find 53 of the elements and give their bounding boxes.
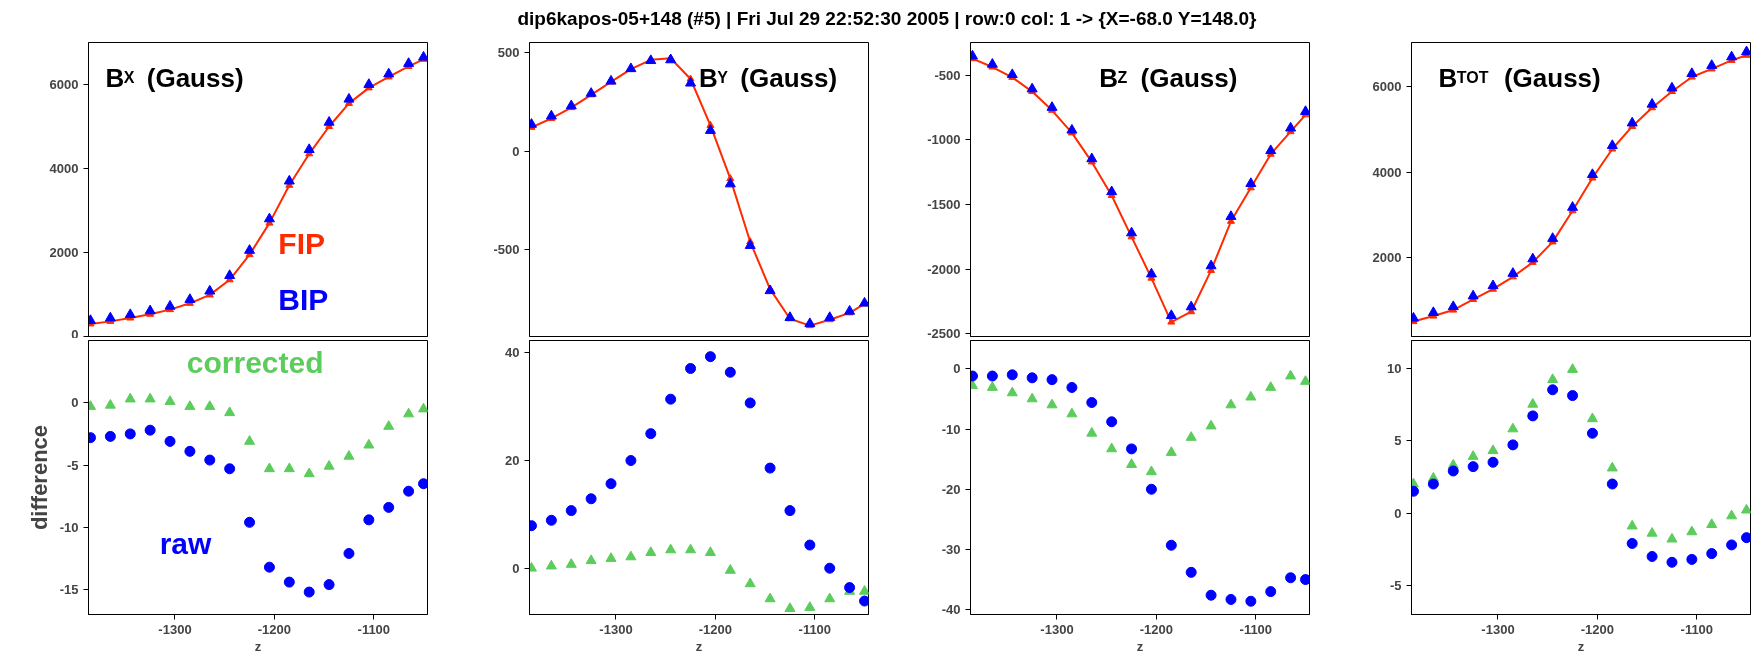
y-tick-label: -20: [941, 481, 961, 497]
y-tick-label: -30: [941, 541, 961, 557]
y-tick-label: 4000: [49, 161, 79, 176]
x-tick-label: -1200: [1139, 621, 1174, 637]
x-tick-label: -1200: [257, 621, 292, 637]
x-tick-label: -1100: [1680, 621, 1714, 637]
chart-title: dip6kapos-05+148 (#5) | Fri Jul 29 22:52:30 2005 | row:0 col: 1 -> {X=-68.0 Y=148.0}: [517, 7, 1257, 31]
series-label: raw: [159, 526, 213, 560]
series-label: FIP: [278, 227, 326, 261]
y-tick-label: 0: [71, 395, 79, 411]
y-tick-label: -1000: [927, 132, 961, 148]
x-tick-label: -1200: [698, 621, 733, 637]
y-tick-label: 0: [512, 143, 520, 159]
y-tick-label: 0: [71, 326, 79, 342]
y-tick-label: 10: [1387, 360, 1402, 376]
y-tick-label: -2000: [927, 261, 961, 277]
y-tick-label: 4000: [1372, 164, 1402, 180]
y-tick-label: -5: [66, 457, 79, 473]
y-tick-label: -500: [934, 67, 961, 83]
x-axis-title: z: [1136, 638, 1144, 654]
y-tick-label: -10: [941, 421, 961, 437]
y-tick-label: 500: [497, 44, 520, 60]
x-tick-label: -1300: [1040, 621, 1074, 637]
y-tick-label: -15: [59, 582, 79, 598]
x-axis-title: z: [1577, 638, 1585, 654]
x-axis-title: z: [254, 638, 262, 654]
y-axis-title: difference: [26, 424, 52, 531]
x-tick-label: -1300: [158, 621, 192, 637]
y-tick-label: 0: [1394, 505, 1402, 521]
y-tick-label: 6000: [1372, 79, 1402, 95]
x-axis-title: z: [695, 638, 703, 654]
series-label: corrected: [186, 345, 324, 379]
x-tick-label: -1100: [798, 621, 832, 637]
y-tick-label: -5: [1389, 578, 1402, 594]
y-tick-label: -2500: [927, 326, 961, 342]
y-tick-label: 6000: [49, 77, 79, 92]
x-tick-label: -1300: [599, 621, 633, 637]
x-tick-label: -1300: [1481, 621, 1515, 637]
y-tick-label: 2000: [49, 245, 79, 260]
y-tick-label: 0: [953, 361, 961, 377]
y-tick-label: 2000: [1372, 249, 1402, 265]
y-tick-label: 20: [505, 453, 520, 469]
x-tick-label: -1100: [357, 621, 391, 637]
x-tick-label: -1100: [1239, 621, 1273, 637]
series-label: BIP: [278, 282, 329, 316]
y-tick-label: -1500: [927, 197, 961, 213]
x-tick-label: -1200: [1580, 621, 1615, 637]
y-tick-label: -500: [493, 242, 520, 258]
y-tick-label: 40: [505, 345, 520, 361]
y-tick-label: 0: [512, 560, 520, 576]
y-tick-label: 5: [1394, 433, 1402, 449]
y-tick-label: -40: [941, 602, 961, 618]
y-tick-label: -10: [59, 519, 79, 535]
